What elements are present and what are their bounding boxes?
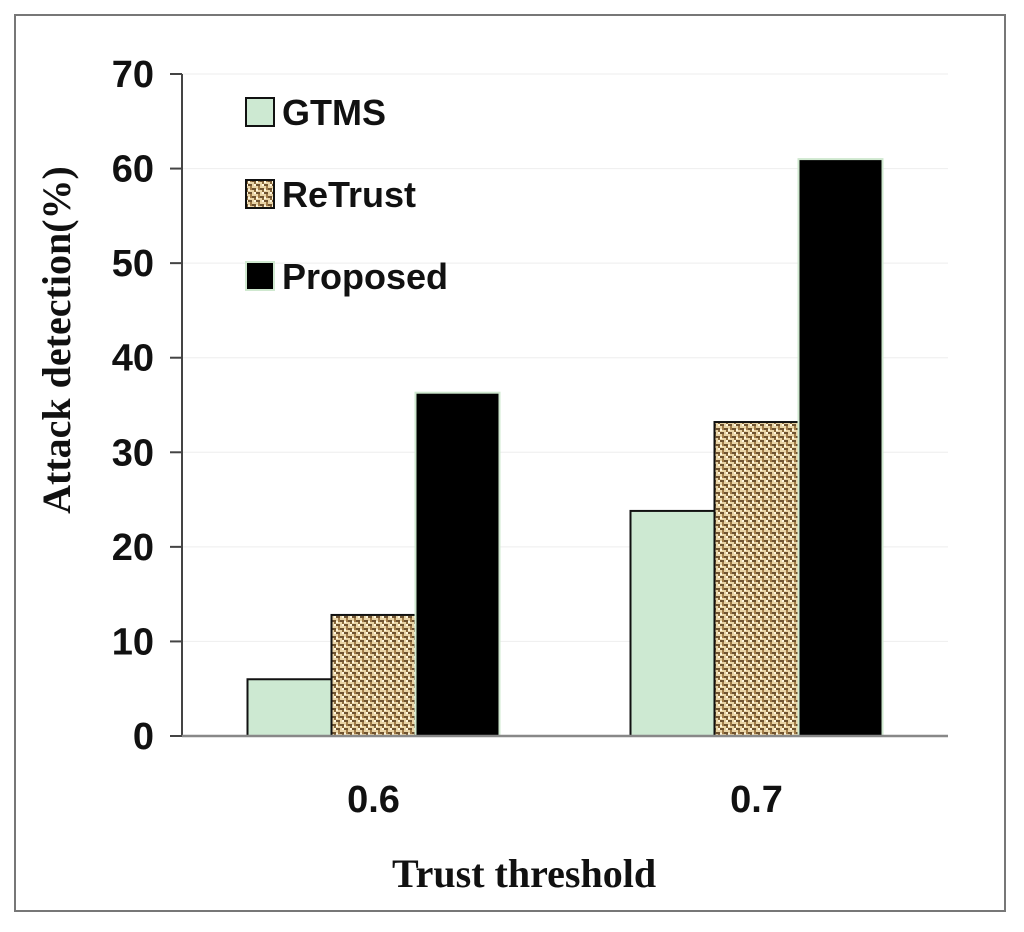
y-tick-label: 50	[112, 243, 154, 285]
axes	[170, 73, 948, 738]
x-axis-title: Trust threshold	[392, 851, 656, 896]
y-tick-label: 70	[112, 54, 154, 96]
legend-swatch-gtms	[245, 97, 275, 127]
legend-swatch-proposed	[245, 261, 275, 291]
x-tick-label: 0.7	[730, 779, 783, 821]
bar-proposed-0.6	[414, 391, 501, 737]
bar-gtms-0.6	[246, 678, 333, 737]
bar-gtms-0.7	[629, 509, 716, 738]
y-tick-label: 20	[112, 527, 154, 569]
x-tick-label: 0.6	[347, 779, 400, 821]
y-tick-labels: 0 10 20 30 40 50 60 70	[112, 54, 154, 758]
y-tick-label: 60	[112, 149, 154, 191]
y-axis-title: Attack detection(%)	[34, 166, 79, 514]
bar-retrust-0.6	[330, 613, 417, 737]
y-tick-label: 0	[133, 716, 154, 758]
legend-label-gtms: GTMS	[282, 92, 386, 133]
y-tick-label: 40	[112, 338, 154, 380]
legend-label-retrust: ReTrust	[282, 174, 416, 215]
bar-proposed-0.7	[797, 158, 884, 738]
y-tick-label: 30	[112, 432, 154, 474]
bars	[246, 158, 884, 738]
legend-label-proposed: Proposed	[282, 256, 448, 297]
bar-retrust-0.7	[713, 421, 800, 737]
legend: GTMS ReTrust Proposed	[245, 92, 448, 297]
x-tick-labels: 0.6 0.7	[347, 779, 783, 821]
legend-swatch-retrust	[245, 179, 275, 209]
y-tick-label: 10	[112, 621, 154, 663]
